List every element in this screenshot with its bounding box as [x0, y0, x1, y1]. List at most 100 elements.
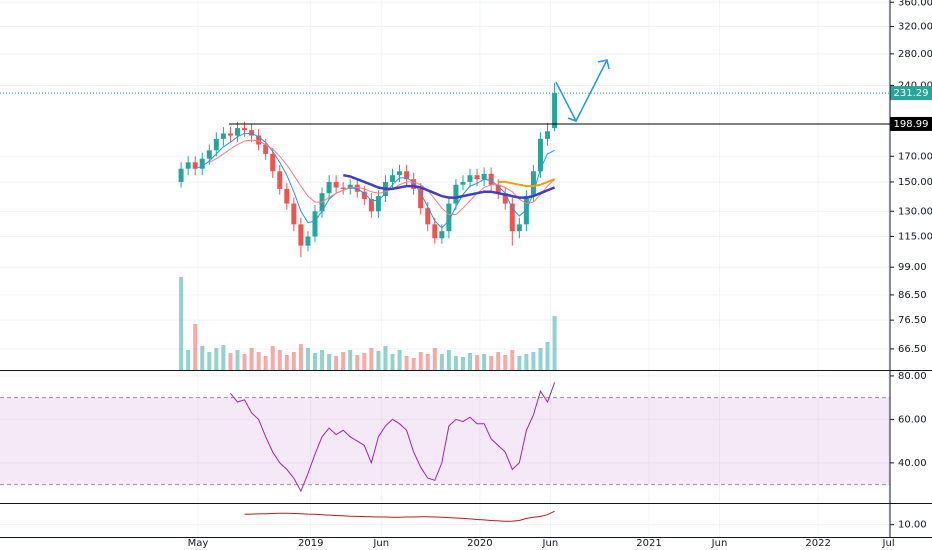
price-label-box [890, 86, 932, 101]
candle-body [537, 138, 543, 172]
volume-bar [538, 348, 543, 370]
volume-bar [327, 354, 332, 370]
candle-body [411, 179, 417, 189]
volume-bar [517, 356, 522, 370]
x-tick-label: 2020 [467, 538, 492, 549]
volume-bar [489, 356, 494, 370]
candle-body [340, 187, 346, 189]
volume-bar [277, 350, 282, 370]
candle-body [298, 224, 304, 246]
volume-bar [291, 352, 296, 370]
price-label: 198.99 [894, 119, 929, 130]
candle-body [425, 208, 431, 225]
volume-bar [284, 355, 289, 370]
y-tick-label: 76.50 [898, 315, 927, 326]
volume-bar [545, 342, 550, 370]
volume-bar [390, 354, 395, 370]
candle-body [305, 236, 311, 246]
volume-bar [214, 348, 219, 370]
candle-body [397, 171, 403, 176]
candle-body [467, 175, 473, 182]
candle-body [270, 153, 276, 172]
candle-body [199, 158, 205, 169]
candle-body [404, 171, 410, 180]
volume-bar [235, 350, 240, 370]
candle-body [284, 188, 290, 204]
candle-body [446, 203, 452, 232]
volume-bar [496, 352, 501, 370]
line-series [230, 382, 556, 493]
y-tick-label: 280.00 [898, 49, 932, 60]
candle-body [375, 196, 381, 212]
volume-bar [355, 355, 360, 370]
price-label: 231.29 [894, 88, 929, 99]
volume-bar [193, 324, 198, 370]
candle-body [347, 184, 353, 189]
volume-bar [200, 346, 205, 370]
candle-body [312, 211, 318, 237]
candle-body [453, 184, 459, 204]
volume-bar [242, 354, 247, 370]
volume-bar [179, 277, 184, 370]
y-tick-label: 150.00 [898, 177, 932, 188]
y-tick-label: 60.00 [898, 414, 927, 425]
volume-bar [369, 348, 374, 370]
volume-bar [383, 346, 388, 370]
line-series [342, 173, 556, 199]
arrow-head [567, 112, 581, 122]
y-tick-label: 99.00 [898, 262, 927, 273]
rsi-band [0, 397, 890, 485]
volume-bar [453, 356, 458, 370]
candle-body [291, 203, 297, 225]
volume-bar [186, 350, 191, 370]
x-tick-label: Jul [882, 538, 895, 549]
x-tick-label: Jun [542, 538, 559, 549]
y-tick-label: 40.00 [898, 458, 927, 469]
line-series [244, 510, 555, 522]
candle-body [418, 188, 424, 209]
volume-bar [475, 355, 480, 370]
candle-body [390, 175, 396, 182]
line-series [498, 178, 555, 188]
y-tick-label: 115.00 [898, 231, 932, 242]
volume-bar [207, 352, 212, 370]
drawing-arrow [555, 59, 610, 123]
candle-body [192, 162, 198, 169]
candle-body [545, 131, 551, 139]
y-tick-label: 66.50 [898, 344, 927, 355]
volume-bar [348, 350, 353, 370]
candle-body [185, 162, 191, 169]
volume-bar [432, 348, 437, 370]
candle-body [333, 181, 339, 188]
candle-body [326, 181, 332, 194]
candle-body [234, 128, 240, 136]
y-tick-label: 86.50 [898, 290, 927, 301]
candle-body [516, 224, 522, 232]
volume-bar [298, 344, 303, 370]
x-tick-label: May [188, 538, 209, 549]
arrow-head [597, 59, 610, 70]
candle-body [432, 224, 438, 239]
price-label-box [890, 116, 932, 131]
volume-bar [552, 316, 557, 370]
x-tick-label: 2022 [805, 538, 830, 549]
candle-body [206, 150, 212, 159]
volume-bar [439, 354, 444, 370]
candle-body [552, 93, 558, 129]
candle-body [530, 171, 536, 197]
volume-bar [418, 352, 423, 370]
candle-body [509, 203, 515, 232]
volume-bar [312, 353, 317, 370]
volume-bar [305, 348, 310, 370]
volume-bar [524, 354, 529, 370]
y-tick-label: 170.00 [898, 151, 932, 162]
y-tick-label: 360.00 [898, 0, 932, 8]
volume-bar [228, 353, 233, 370]
candle-body [488, 173, 494, 185]
candle-body [263, 144, 269, 154]
volume-bar [270, 346, 275, 370]
y-tick-label: 320.00 [898, 21, 932, 32]
candle-body [495, 184, 501, 194]
volume-bar [425, 354, 430, 370]
